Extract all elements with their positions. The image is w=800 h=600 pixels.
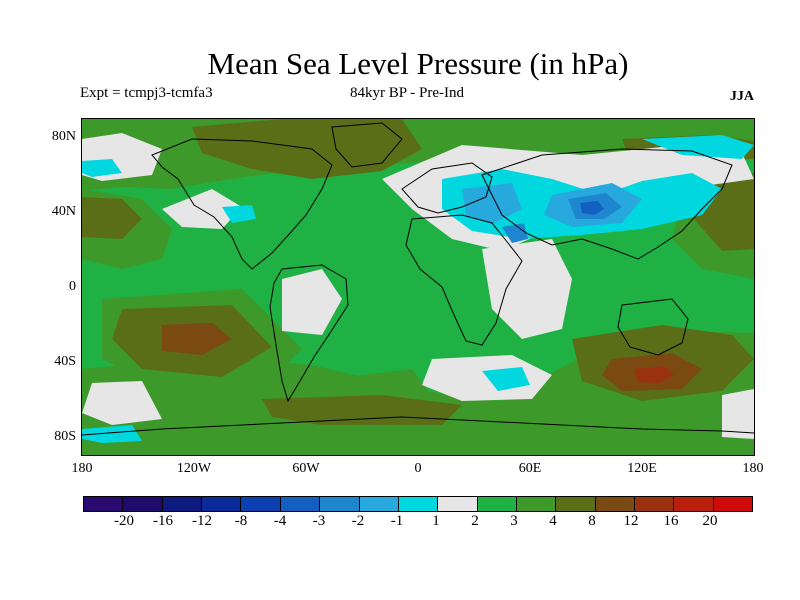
x-tick-label: 120W xyxy=(176,461,212,476)
contour-high-4-arctic xyxy=(192,119,422,179)
contour-low-2-mideast xyxy=(462,183,522,223)
coastline-australia xyxy=(617,298,689,356)
contour-low-1-sind xyxy=(482,367,530,391)
legend-swatch xyxy=(123,497,163,511)
contour-near-zero-spac xyxy=(82,381,162,425)
y-tick-label: 80S xyxy=(54,429,76,444)
legend-swatch xyxy=(320,497,360,511)
contour-low-1-spac xyxy=(82,425,142,443)
legend-swatch xyxy=(635,497,675,511)
contour-near-zero-tropatl xyxy=(282,269,342,335)
contour-low-1-natl xyxy=(222,205,256,223)
contour-low-1-arctic xyxy=(642,135,754,159)
contour-low-3-arabia xyxy=(502,223,528,243)
legend-label: -8 xyxy=(234,513,248,529)
legend-swatch xyxy=(162,497,203,511)
legend-swatch xyxy=(241,497,281,511)
coastlines xyxy=(82,122,754,436)
legend-label: -3 xyxy=(312,513,326,529)
legend-label: -4 xyxy=(273,513,287,529)
contour-high-8-spac xyxy=(162,323,232,355)
contour-near-zero-sind xyxy=(422,355,552,401)
legend-label: -2 xyxy=(351,513,365,529)
legend-swatch xyxy=(516,497,557,511)
legend-swatch xyxy=(713,497,753,511)
legend-label: 20 xyxy=(702,513,718,529)
pressure-map xyxy=(82,119,754,455)
contour-near-zero-africa xyxy=(482,239,572,339)
x-tick-label: 60E xyxy=(518,461,542,476)
contour-high-4-nepac xyxy=(82,197,142,239)
legend-swatch xyxy=(84,497,124,511)
legend-swatch xyxy=(280,497,321,511)
contour-low-4-asia xyxy=(580,201,604,215)
legend-swatch xyxy=(477,497,517,511)
chart-title: Mean Sea Level Pressure (in hPa) xyxy=(207,46,629,81)
coastline-asia xyxy=(481,148,733,260)
legend-swatch xyxy=(595,497,636,511)
legend-swatch xyxy=(202,497,242,511)
coastline-south-america xyxy=(269,264,349,403)
x-tick-label: 180 xyxy=(71,461,93,476)
y-tick-label: 40N xyxy=(51,204,76,219)
contour-high-12-aus xyxy=(634,366,674,383)
coastline-europe xyxy=(401,162,493,214)
x-tick-label: 60W xyxy=(292,461,320,476)
x-tick-label: 120E xyxy=(627,461,657,476)
legend-swatch xyxy=(556,497,596,511)
legend-swatch xyxy=(674,497,714,511)
coastline-antarctica xyxy=(82,416,754,436)
coastline-greenland xyxy=(331,122,403,168)
coastline-africa xyxy=(405,214,523,346)
legend-swatch xyxy=(359,497,399,511)
legend-label: 12 xyxy=(623,513,639,529)
contour-low-1-npac xyxy=(82,159,122,177)
season-label: JJA xyxy=(729,89,754,104)
y-tick-label: 0 xyxy=(69,279,76,294)
color-legend xyxy=(83,496,753,512)
legend-label: 16 xyxy=(663,513,679,529)
x-tick-label: 180 xyxy=(742,461,764,476)
legend-label: 8 xyxy=(588,513,596,529)
map-panel xyxy=(81,118,755,456)
legend-label: 2 xyxy=(471,513,479,529)
legend-label: 1 xyxy=(432,513,440,529)
legend-label: -16 xyxy=(153,513,173,529)
legend-swatch xyxy=(398,497,439,511)
x-tick-label: 0 xyxy=(414,461,422,476)
y-tick-label: 80N xyxy=(51,129,76,144)
legend-label: -1 xyxy=(390,513,404,529)
legend-label: -12 xyxy=(192,513,212,529)
contour-near-zero-sextra xyxy=(722,389,754,439)
contour-near-zero-natl xyxy=(162,189,242,229)
experiment-label: Expt = tcmpj3-tcmfa3 xyxy=(80,85,213,101)
legend-label: -20 xyxy=(114,513,134,529)
legend-label: 3 xyxy=(510,513,518,529)
y-tick-label: 40S xyxy=(54,354,76,369)
coastline-north-america xyxy=(151,138,333,270)
legend-swatch xyxy=(438,497,478,511)
legend-label: 4 xyxy=(549,513,557,529)
period-label: 84kyr BP - Pre-Ind xyxy=(350,85,465,101)
